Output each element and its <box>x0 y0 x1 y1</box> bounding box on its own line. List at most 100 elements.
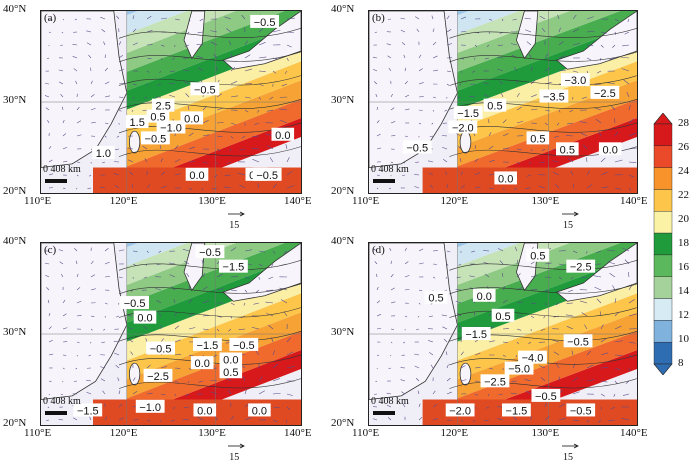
contour-label: 0.0 <box>477 291 492 303</box>
scale-label: 0 408 km <box>371 164 409 175</box>
colorbar-extend-bottom <box>654 364 672 375</box>
longitude-label: 140°E <box>284 427 312 439</box>
colorbar-segment <box>654 255 672 277</box>
contour-label: 0.0 <box>603 144 618 156</box>
contour-label: 0.0 <box>197 405 212 417</box>
latitude-label: 30°N <box>3 326 26 338</box>
contour-label: −0.5 <box>406 143 428 155</box>
contour-label: 0.0 <box>252 405 267 417</box>
colorbar-segment <box>654 168 672 190</box>
contour-label: −3.5 <box>543 92 565 104</box>
longitude-label: 130°E <box>532 195 560 207</box>
contour-label: 0.0 <box>223 354 238 366</box>
colorbar-segment <box>654 124 672 146</box>
vector-reference-arrow <box>227 210 247 218</box>
contour-label: 0.5 <box>530 251 545 263</box>
scale-bar <box>45 179 67 183</box>
contour-label: −0.5 <box>150 344 172 356</box>
colorbar-segment <box>654 146 672 168</box>
longitude-label: 130°E <box>532 427 560 439</box>
longitude-label: 120°E <box>440 427 468 439</box>
land-taiwan <box>460 363 471 385</box>
contour-label: −0.5 <box>256 170 278 182</box>
contour-label: −0.5 <box>124 298 146 310</box>
latitude-label: 20°N <box>331 185 354 197</box>
latitude-label: 20°N <box>3 185 26 197</box>
contour-label: −0.5 <box>145 133 167 145</box>
contour-label: 0.5 <box>487 101 502 113</box>
scale-label: 0 408 km <box>43 396 81 407</box>
panel-a: −0.5−0.52.50.5−1.01.5−0.50.01.00.00.00.0… <box>40 10 300 192</box>
contour-label: −0.5 <box>535 391 557 403</box>
colorbar-tick-label: 28 <box>678 117 689 129</box>
scale-bar <box>45 411 67 415</box>
colorbar-segment <box>654 189 672 211</box>
contour-label: −1.5 <box>506 405 528 417</box>
contour-label: 0.0 <box>498 173 513 185</box>
colorbar-tick-label: 22 <box>678 189 689 201</box>
latitude-label: 40°N <box>3 235 26 247</box>
colorbar-tick-label: 12 <box>678 309 689 321</box>
panel-label: (d) <box>372 244 385 256</box>
colorbar-tick-label: 24 <box>678 165 689 177</box>
colorbar-tick-label: 26 <box>678 141 689 153</box>
scale-bar <box>373 411 395 415</box>
panel-label: (c) <box>44 244 56 256</box>
latitude-label: 20°N <box>3 417 26 429</box>
contour-label: −2.5 <box>147 371 169 383</box>
contour-label: −1.0 <box>139 402 161 414</box>
contour-label: −1.5 <box>77 405 99 417</box>
colorbar-segment <box>654 233 672 255</box>
colorbar-tick-label: 20 <box>678 213 689 225</box>
contour-label: −2.5 <box>570 262 592 274</box>
contour-label: −2.5 <box>484 376 506 388</box>
contour-label: −2.0 <box>452 122 474 134</box>
vector-reference-arrow <box>227 442 247 450</box>
longitude-label: 110°E <box>24 195 51 207</box>
contour-label: 0.5 <box>428 293 443 305</box>
contour-label: −0.5 <box>567 336 589 348</box>
longitude-label: 110°E <box>24 427 51 439</box>
land-taiwan <box>129 131 139 153</box>
panel-label: (a) <box>44 12 56 24</box>
vector-reference-label: 15 <box>229 452 239 463</box>
contour-label: −5.0 <box>508 364 530 376</box>
colorbar-segment <box>654 299 672 321</box>
contour-label: −1.5 <box>457 108 479 120</box>
contour-label: 0.0 <box>189 170 204 182</box>
colorbar-tick-label: 18 <box>678 237 689 249</box>
longitude-label: 120°E <box>110 427 138 439</box>
contour-label: 0.5 <box>530 133 545 145</box>
vector-reference-label: 15 <box>563 220 573 231</box>
latitude-label: 30°N <box>331 94 354 106</box>
latitude-label: 40°N <box>331 3 354 15</box>
colorbar-tick-label: 10 <box>678 333 689 345</box>
contour-label: 0.5 <box>495 311 510 323</box>
colorbar-tick-label: 16 <box>678 261 689 273</box>
contour-label: 1.0 <box>96 148 111 160</box>
scale-bar <box>373 179 395 183</box>
contour-label: −0.5 <box>233 340 255 352</box>
colorbar-segment <box>654 342 672 364</box>
contour-label: 0.5 <box>223 367 238 379</box>
contour-label: 0.0 <box>275 130 290 142</box>
longitude-label: 120°E <box>110 195 138 207</box>
vector-reference-label: 15 <box>563 452 573 463</box>
longitude-label: 120°E <box>440 195 468 207</box>
contour-label: −1.5 <box>197 340 219 352</box>
land-taiwan <box>129 363 139 385</box>
longitude-label: 110°E <box>352 195 379 207</box>
colorbar-segment <box>654 320 672 342</box>
longitude-label: 140°E <box>284 195 312 207</box>
contour-label: −2.5 <box>594 88 616 100</box>
contour-label: −0.5 <box>199 247 221 259</box>
vector-reference-arrow <box>561 442 581 450</box>
colorbar-tick-label: 8 <box>678 357 684 369</box>
colorbar-tick-label: 14 <box>678 285 689 297</box>
scale-label: 0 408 km <box>43 164 81 175</box>
contour-label: −0.5 <box>254 17 276 29</box>
colorbar-segment <box>654 277 672 299</box>
contour-label: −0.5 <box>570 405 592 417</box>
